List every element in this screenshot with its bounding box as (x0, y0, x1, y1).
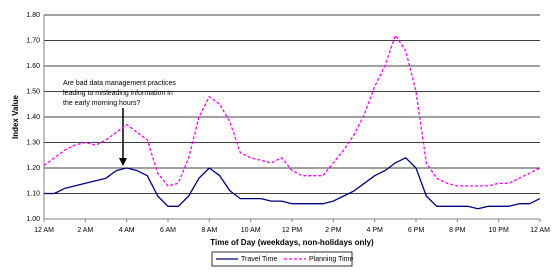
x-tick-label: 12 AM (34, 227, 54, 234)
y-tick-label: 1.10 (26, 190, 40, 197)
legend-box (211, 251, 353, 267)
x-tick-label: 12 AM (530, 227, 550, 234)
x-tick-label: 6 PM (408, 227, 425, 234)
y-axis-title: Index Value (11, 94, 20, 139)
annotation-text: the early morning hours? (63, 100, 141, 107)
y-tick-label: 1.70 (26, 37, 40, 44)
y-tick-label: 1.30 (26, 139, 40, 146)
annotation-text: leading to misleading information in (63, 90, 173, 97)
x-tick-label: 12 PM (282, 227, 302, 234)
x-tick-label: 2 AM (77, 227, 93, 234)
x-tick-label: 8 PM (449, 227, 466, 234)
legend-label: Planning Time (309, 256, 353, 263)
x-tick-label: 4 AM (119, 227, 135, 234)
x-tick-label: 2 PM (325, 227, 342, 234)
y-tick-label: 1.80 (26, 12, 40, 19)
series-line (43, 34, 541, 187)
x-tick-label: 8 AM (201, 227, 217, 234)
x-tick-label: 10 AM (241, 227, 261, 234)
annotation-arrowhead (119, 158, 127, 166)
x-tick-label: 4 PM (366, 227, 383, 234)
y-tick-label: 1.00 (26, 216, 40, 223)
legend-label: Travel Time (241, 256, 277, 263)
annotation-text: Are bad data management practices (63, 80, 176, 87)
y-tick-label: 1.20 (26, 165, 40, 172)
x-tick-label: 10 PM (489, 227, 509, 234)
x-tick-label: 6 AM (160, 227, 176, 234)
y-tick-label: 1.50 (26, 88, 40, 95)
series-line (44, 157, 541, 210)
y-tick-label: 1.40 (26, 114, 40, 121)
x-axis-title: Time of Day (weekdays, non-holidays only… (210, 238, 374, 247)
y-tick-label: 1.60 (26, 63, 40, 70)
